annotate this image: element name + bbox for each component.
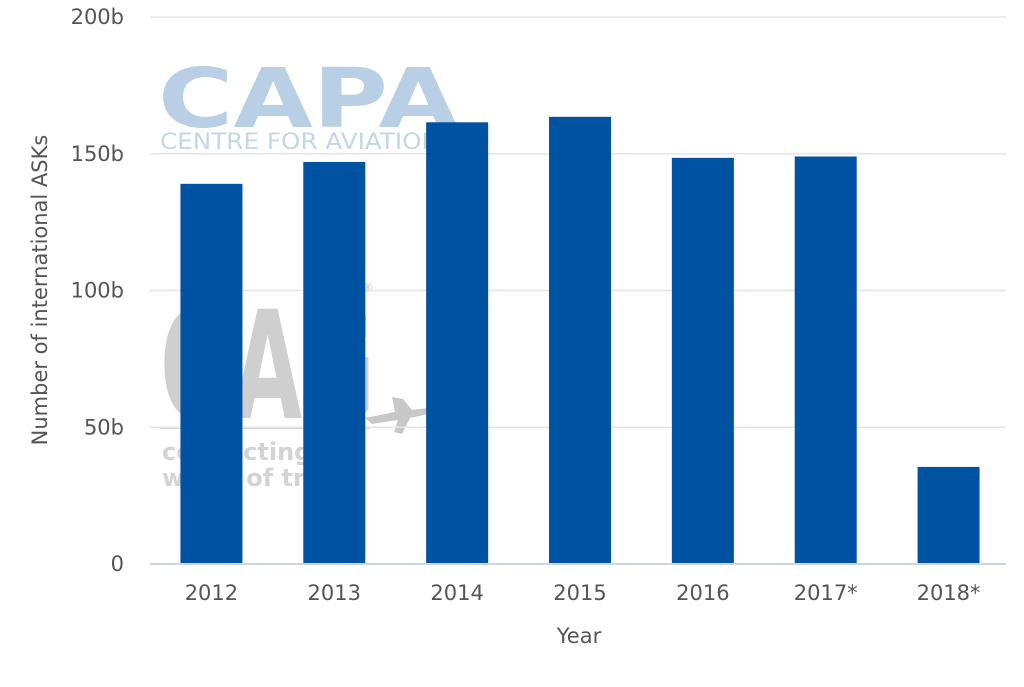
y-tick-label: 0 [111, 552, 124, 576]
bar-2016 [671, 157, 734, 565]
bar-2017-projected [794, 156, 857, 565]
airplane-icon [365, 397, 432, 434]
x-tick-label: 2012 [185, 581, 238, 605]
y-tick-label: 150b [71, 142, 124, 166]
x-tick-label: 2017* [794, 581, 858, 605]
y-tick-label: 50b [84, 415, 124, 439]
capa-watermark: CAPA CENTRE FOR AVIATION [158, 52, 459, 155]
x-tick-label: 2018* [917, 581, 981, 605]
capa-watermark-logo: CAPA [158, 52, 459, 147]
capa-watermark-subtitle: CENTRE FOR AVIATION [160, 130, 440, 155]
bars [180, 116, 980, 565]
x-tick-label: 2015 [553, 581, 606, 605]
y-tick-label: 100b [71, 279, 124, 303]
x-axis-title: Year [556, 624, 602, 648]
y-axis-title: Number of international ASKs [28, 135, 52, 446]
bar-2013 [303, 161, 366, 564]
bar-2018-projected [917, 466, 980, 564]
bar-2015 [549, 116, 611, 564]
bar-2014 [426, 122, 489, 565]
y-tick-label: 200b [71, 5, 124, 29]
x-tick-labels: 2012 2013 2014 2015 2016 2017* 2018* [185, 581, 981, 605]
y-tick-labels: 0 50b 100b 150b 200b [71, 5, 124, 576]
bar-2012 [180, 183, 243, 564]
x-tick-label: 2014 [430, 581, 483, 605]
x-tick-label: 2013 [308, 581, 361, 605]
x-tick-label: 2016 [676, 581, 729, 605]
